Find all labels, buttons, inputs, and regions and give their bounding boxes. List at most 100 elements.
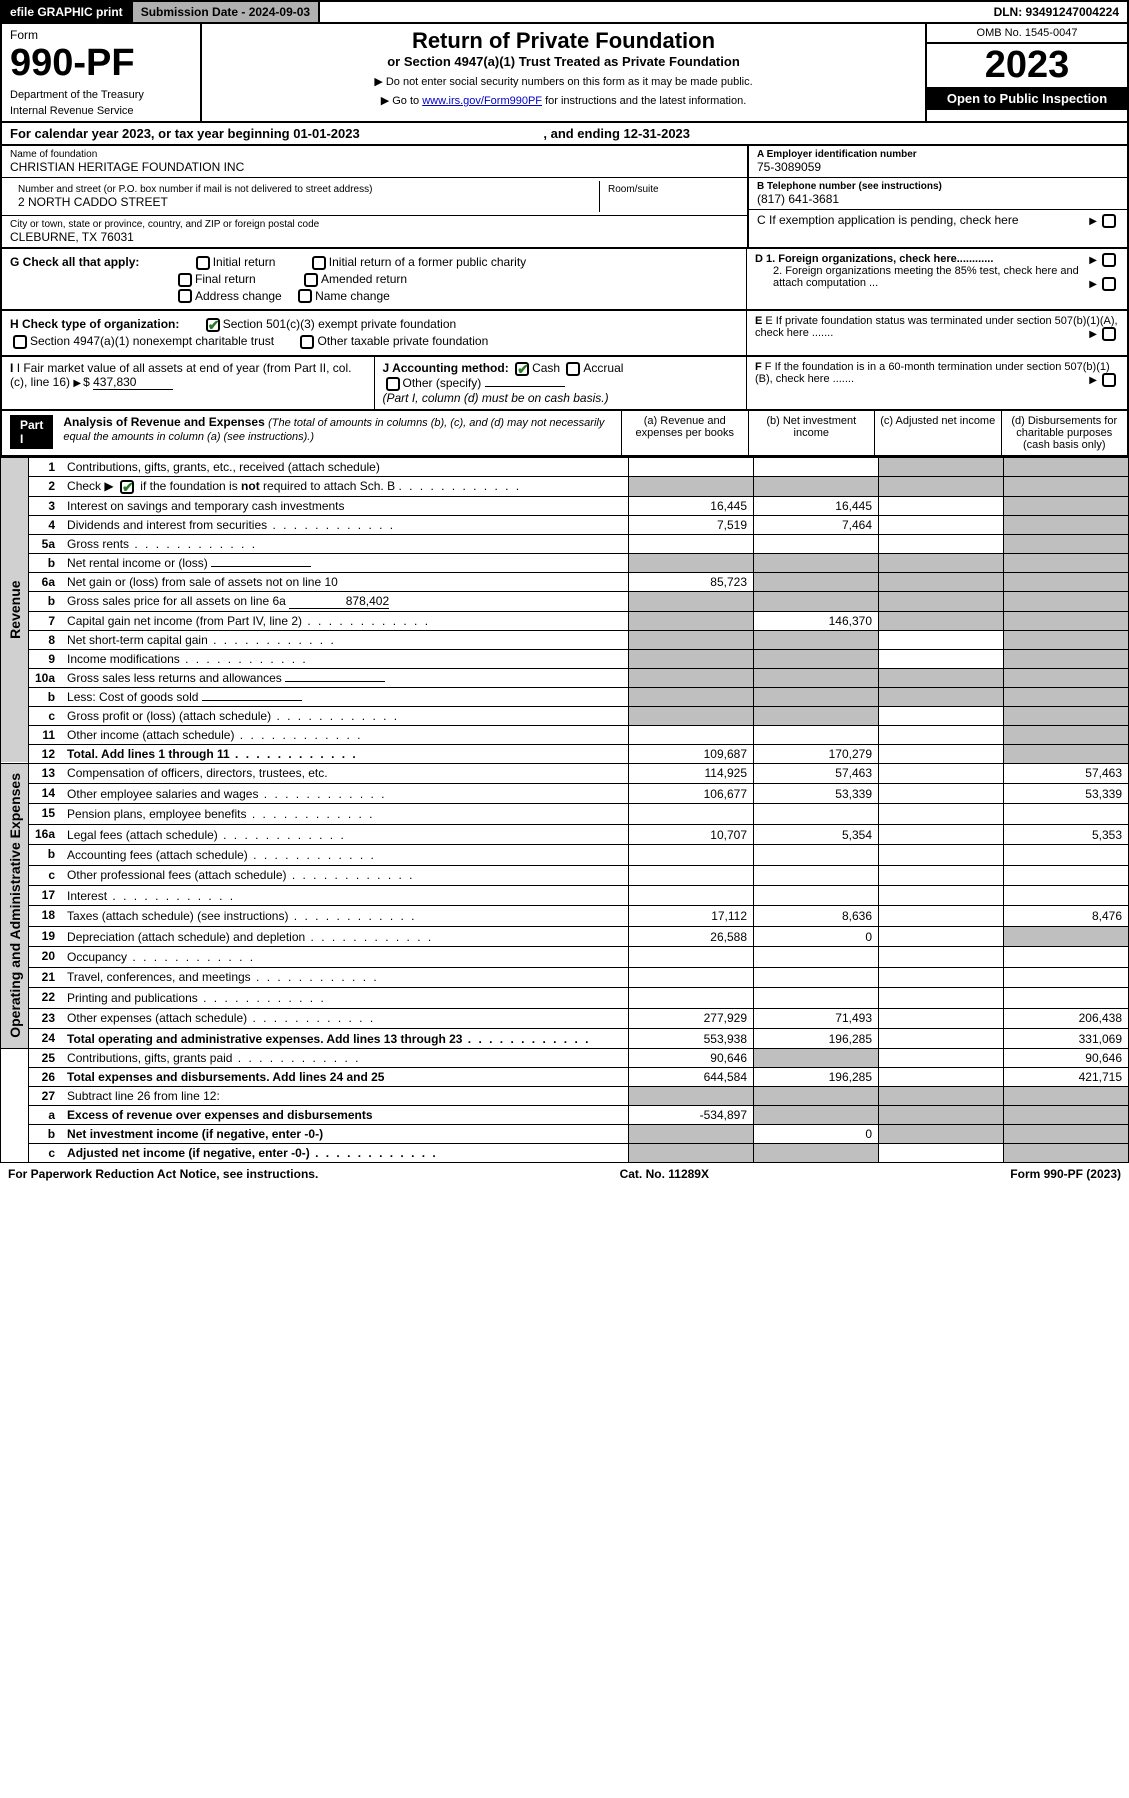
row-number: b xyxy=(29,687,62,706)
row-number: 18 xyxy=(29,906,62,926)
table-cell xyxy=(879,1125,1004,1144)
e-label: E If private foundation status was termi… xyxy=(755,315,1118,339)
table-cell xyxy=(629,687,754,706)
d1-checkbox[interactable] xyxy=(1102,253,1116,267)
row-description: Accounting fees (attach schedule) xyxy=(61,845,628,865)
h-other-taxable[interactable] xyxy=(300,335,314,349)
j-cash[interactable] xyxy=(515,362,529,376)
row-description: Adjusted net income (if negative, enter … xyxy=(61,1144,628,1163)
g-initial-public[interactable] xyxy=(312,256,326,270)
table-cell: 57,463 xyxy=(1004,763,1129,783)
table-row: 21Travel, conferences, and meetings xyxy=(1,967,1129,987)
table-cell xyxy=(879,865,1004,885)
row-description: Interest xyxy=(61,886,628,906)
row-number: b xyxy=(29,1125,62,1144)
table-cell xyxy=(629,988,754,1008)
table-cell xyxy=(1004,649,1129,668)
table-row: bNet investment income (if negative, ent… xyxy=(1,1125,1129,1144)
table-cell xyxy=(879,534,1004,553)
table-cell: 109,687 xyxy=(629,744,754,763)
row-description: Excess of revenue over expenses and disb… xyxy=(61,1106,628,1125)
table-cell xyxy=(879,988,1004,1008)
table-cell xyxy=(1004,591,1129,611)
table-cell xyxy=(754,457,879,476)
table-cell xyxy=(629,553,754,572)
row-number: a xyxy=(29,1106,62,1125)
table-cell: 90,646 xyxy=(629,1049,754,1068)
row-number: 16a xyxy=(29,824,62,844)
table-cell xyxy=(1004,967,1129,987)
g-name-change[interactable] xyxy=(298,289,312,303)
row-description: Contributions, gifts, grants paid xyxy=(61,1049,628,1068)
table-row: 11Other income (attach schedule) xyxy=(1,725,1129,744)
addr-label: Number and street (or P.O. box number if… xyxy=(18,184,591,195)
table-cell: 7,519 xyxy=(629,515,754,534)
table-cell xyxy=(754,725,879,744)
e-checkbox[interactable] xyxy=(1102,327,1116,341)
table-cell xyxy=(1004,1125,1129,1144)
table-cell xyxy=(879,611,1004,630)
d2-checkbox[interactable] xyxy=(1102,277,1116,291)
table-cell xyxy=(1004,1106,1129,1125)
table-cell xyxy=(879,496,1004,515)
table-cell xyxy=(754,1106,879,1125)
c-checkbox[interactable] xyxy=(1102,214,1116,228)
g-label: G Check all that apply: xyxy=(10,255,139,269)
row-number: 4 xyxy=(29,515,62,534)
table-row: 8Net short-term capital gain xyxy=(1,630,1129,649)
table-cell xyxy=(754,534,879,553)
row-description: Net rental income or (loss) xyxy=(61,553,628,572)
table-cell xyxy=(1004,1087,1129,1106)
table-cell: 10,707 xyxy=(629,824,754,844)
form-title: Return of Private Foundation xyxy=(212,28,915,54)
table-cell xyxy=(754,1049,879,1068)
g-final-return[interactable] xyxy=(178,273,192,287)
h-4947[interactable] xyxy=(13,335,27,349)
expenses-side-label: Operating and Administrative Expenses xyxy=(1,763,29,1049)
i-value: 437,830 xyxy=(93,375,173,390)
row-number: 7 xyxy=(29,611,62,630)
table-cell xyxy=(1004,476,1129,496)
table-cell: 5,353 xyxy=(1004,824,1129,844)
row-number: 5a xyxy=(29,534,62,553)
h-501c3[interactable] xyxy=(206,318,220,332)
table-row: bAccounting fees (attach schedule) xyxy=(1,845,1129,865)
table-cell xyxy=(879,784,1004,804)
table-cell xyxy=(629,630,754,649)
table-cell xyxy=(879,1087,1004,1106)
table-cell xyxy=(879,668,1004,687)
section-g-d: G Check all that apply: Initial return I… xyxy=(0,249,1129,311)
row-description: Occupancy xyxy=(61,947,628,967)
row-description: Subtract line 26 from line 12: xyxy=(61,1087,628,1106)
col-d-header: (d) Disbursements for charitable purpose… xyxy=(1002,411,1128,455)
g-address-change[interactable] xyxy=(178,289,192,303)
table-row: 4Dividends and interest from securities7… xyxy=(1,515,1129,534)
street-address: 2 NORTH CADDO STREET xyxy=(18,195,591,209)
table-cell xyxy=(1004,947,1129,967)
table-cell xyxy=(1004,515,1129,534)
table-cell: 71,493 xyxy=(754,1008,879,1028)
table-row: 7Capital gain net income (from Part IV, … xyxy=(1,611,1129,630)
j-accrual[interactable] xyxy=(566,362,580,376)
table-cell xyxy=(629,1087,754,1106)
table-cell xyxy=(1004,457,1129,476)
open-inspection: Open to Public Inspection xyxy=(927,87,1127,110)
table-row: bGross sales price for all assets on lin… xyxy=(1,591,1129,611)
row-number: b xyxy=(29,591,62,611)
foundation-name: CHRISTIAN HERITAGE FOUNDATION INC xyxy=(10,160,739,174)
i-label: I Fair market value of all assets at end… xyxy=(10,361,351,389)
table-cell: 53,339 xyxy=(1004,784,1129,804)
f-checkbox[interactable] xyxy=(1102,373,1116,387)
g-initial-return[interactable] xyxy=(196,256,210,270)
table-cell xyxy=(1004,687,1129,706)
g-amended[interactable] xyxy=(304,273,318,287)
table-cell: 26,588 xyxy=(629,926,754,946)
submission-date: Submission Date - 2024-09-03 xyxy=(133,2,320,22)
irs-link[interactable]: www.irs.gov/Form990PF xyxy=(422,95,542,107)
col-b-header: (b) Net investment income xyxy=(749,411,876,455)
row-description: Legal fees (attach schedule) xyxy=(61,824,628,844)
dept-treasury: Department of the Treasury xyxy=(10,89,192,101)
j-other[interactable] xyxy=(386,377,400,391)
table-row: 25Contributions, gifts, grants paid90,64… xyxy=(1,1049,1129,1068)
row-number: 24 xyxy=(29,1028,62,1049)
